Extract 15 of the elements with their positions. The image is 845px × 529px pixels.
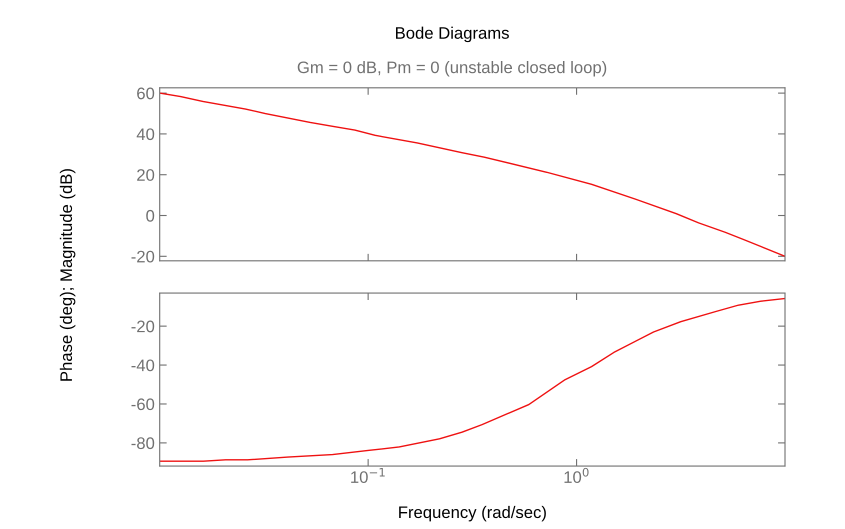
x-tick-label: 10$^{0}$: [564, 468, 589, 484]
y-tick-label: -40: [132, 359, 154, 372]
y-tick-label: -80: [132, 437, 154, 450]
y-axis-title: Phase (deg); Magnitude (dB): [60, 169, 76, 381]
y-tick-label: -20: [132, 250, 154, 263]
chart-title: Bode Diagrams: [396, 26, 509, 42]
x-tick-label: 10$^{−1}$: [351, 468, 385, 484]
y-tick-label: 40: [136, 128, 154, 140]
y-tick-label: -20: [132, 320, 154, 332]
y-tick-label: -60: [132, 398, 154, 410]
y-tick-label: 20: [137, 169, 154, 181]
y-tick-label: 60: [137, 88, 154, 100]
x-axis-title: Frequency (rad/sec): [399, 506, 546, 522]
y-tick-label: 0: [146, 210, 154, 222]
chart-subtitle: Gm = 0 dB, Pm = 0 (unstable closed loop): [298, 61, 606, 77]
